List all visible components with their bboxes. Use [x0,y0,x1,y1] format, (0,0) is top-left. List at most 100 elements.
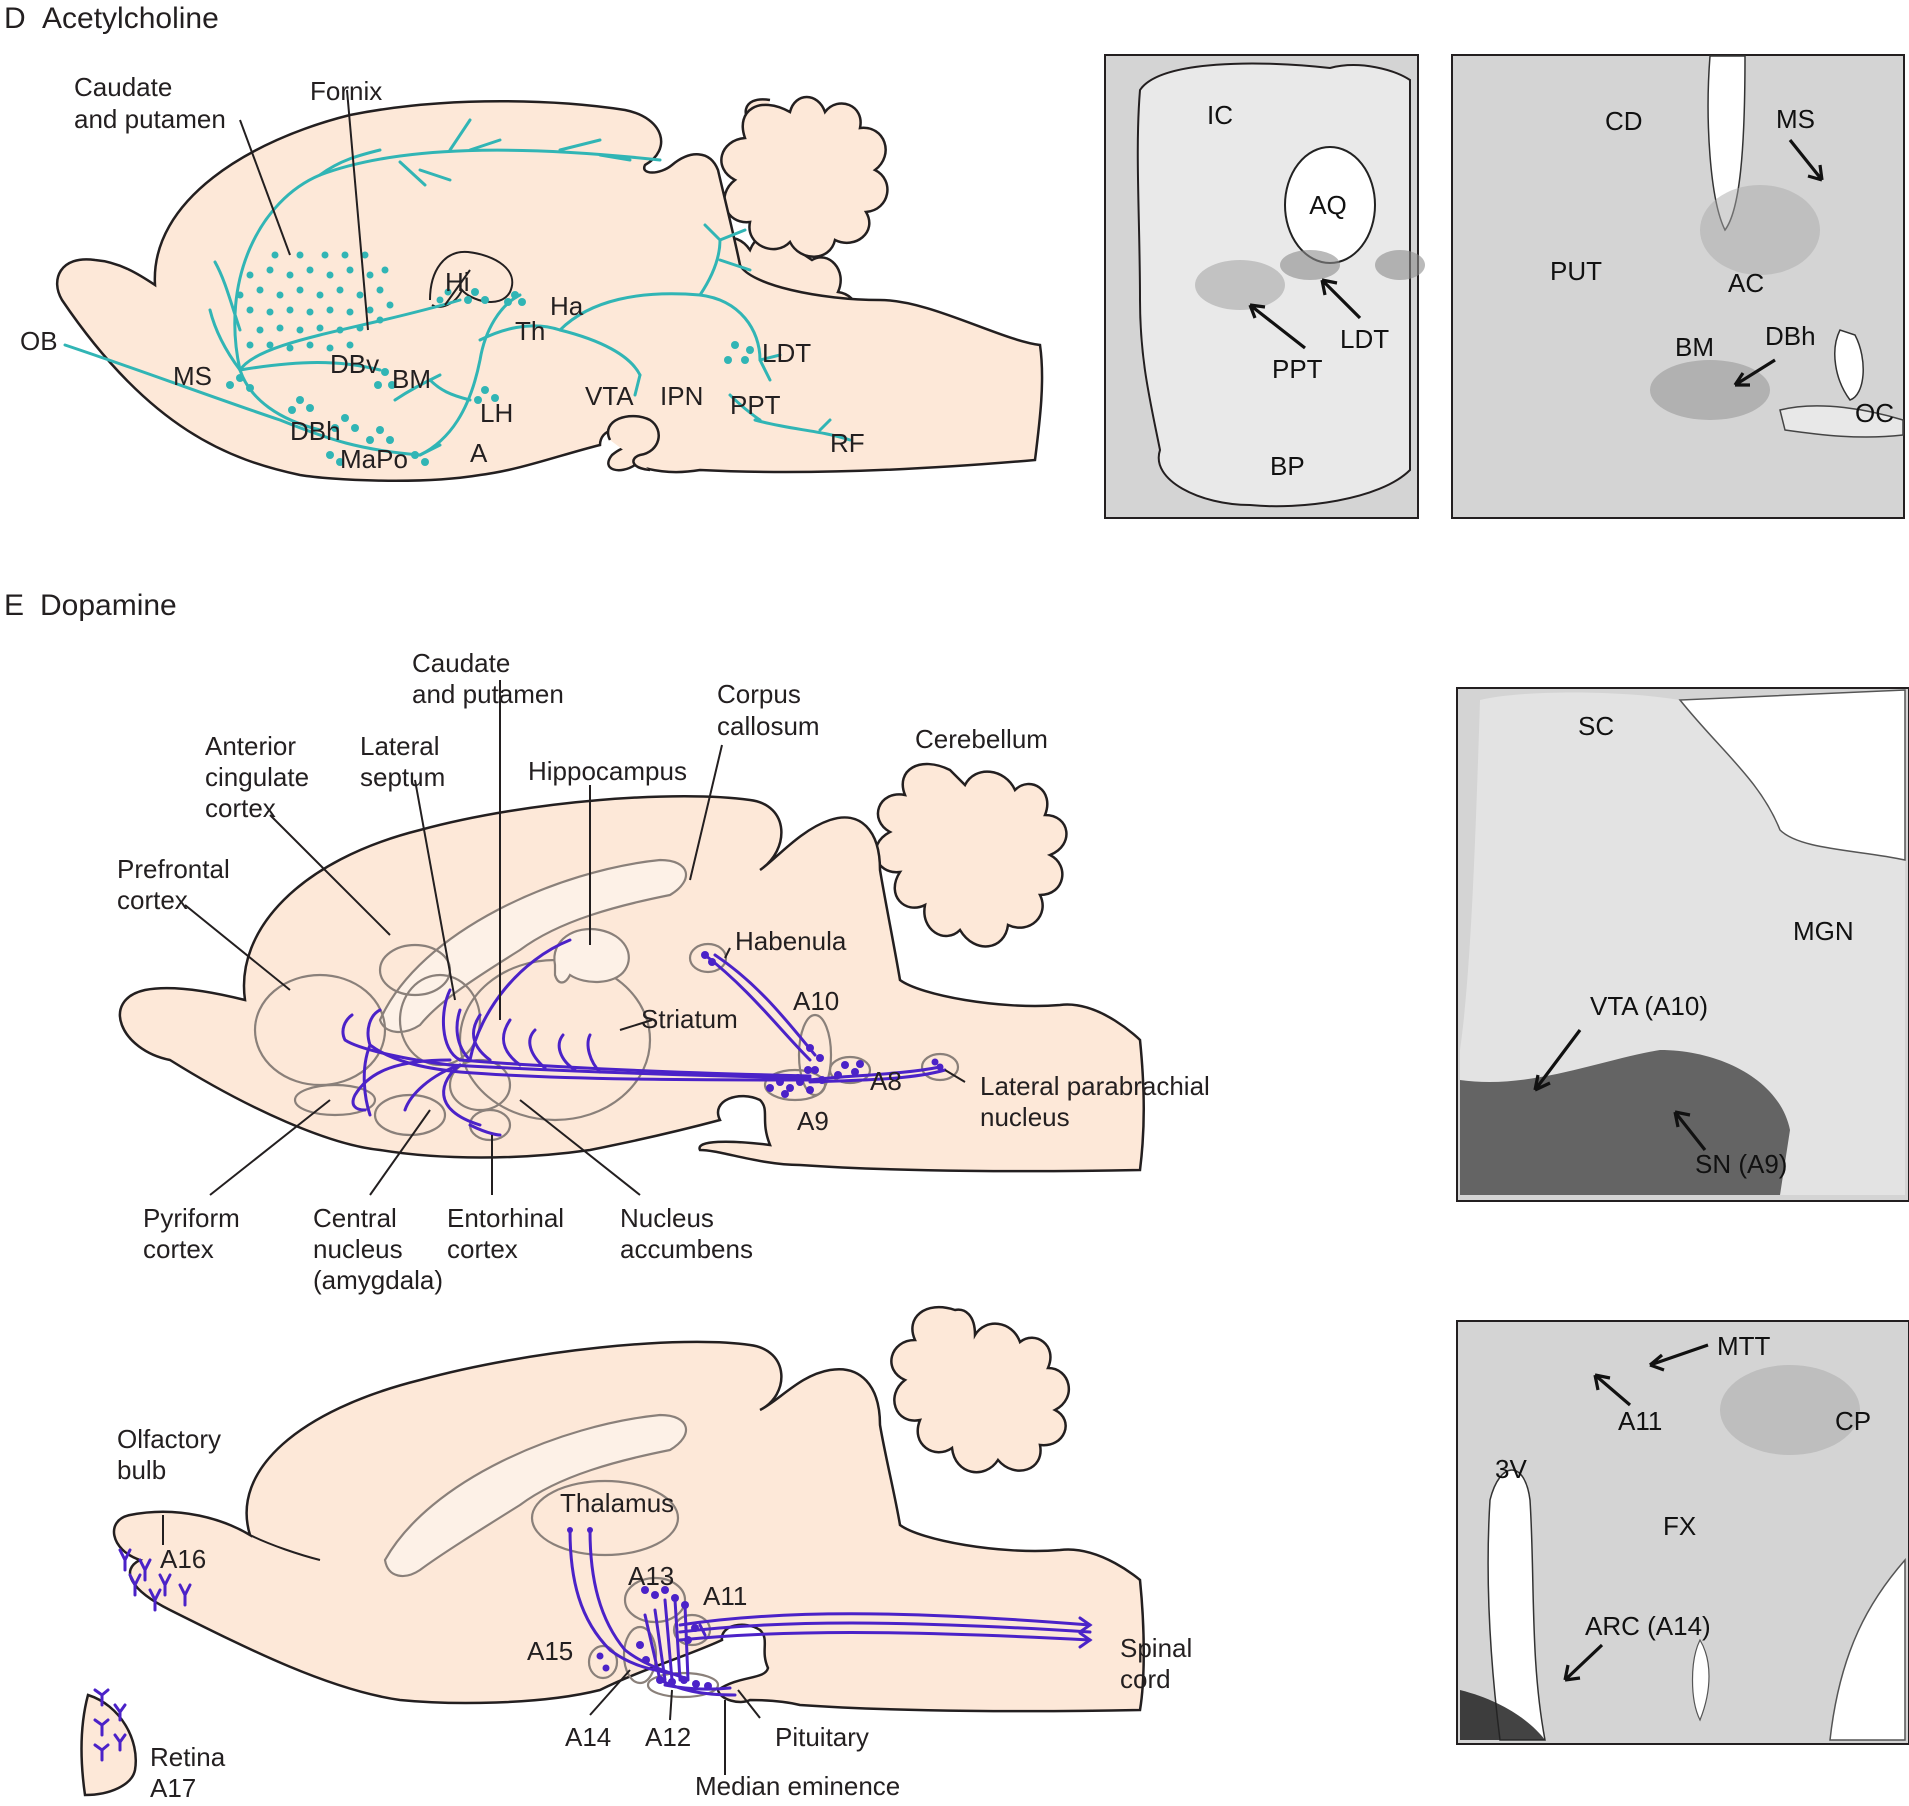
ach-ms1-label-ic: IC [1207,100,1233,130]
da-label-anterior-2: cingulate [205,762,309,792]
ach-ms1-label-ldt: LDT [1340,324,1389,354]
da-region-thalamus [530,1479,680,1557]
da-label-spinal-2: cord [1120,1664,1171,1694]
panel-e: E Dopamine [4,589,1909,1803]
ach-ms2-label-ac: AC [1728,268,1764,298]
panel-e-title: Dopamine [40,589,177,622]
da-label-corpus-2: callosum [717,711,820,741]
ach-micrograph-forebrain: CD MS PUT AC BM DBh OC [1451,54,1905,519]
ach-ms1-label-aq: AQ [1309,190,1347,220]
da-upper-pathways [341,938,947,1137]
ach-label-rf: RF [830,428,865,458]
da-label-a11: A11 [703,1581,747,1611]
da-region-accumbens [448,1058,512,1112]
da-region-parabrachial [920,1052,960,1082]
da-label-prefrontal-2: cortex [117,885,188,915]
da-label-entorhinal-1: Entorhinal [447,1203,564,1233]
da-label-prefrontal-1: Prefrontal [117,854,230,884]
da-lower-brain [80,1305,1145,1797]
da-terminal-a17 [93,1688,127,1762]
ach-label-bm: BM [392,364,431,394]
ach-brainstem-bump [606,414,660,472]
da-ms2-label-arc: ARC (A14) [1585,1611,1711,1641]
da-lower-labels: Olfactory bulb A16 Thalamus A13 A11 A15 … [117,1424,1192,1803]
ach-label-th: Th [515,316,545,346]
da-label-caudate-2: and putamen [412,679,564,709]
da-label-entorhinal-2: cortex [447,1234,518,1264]
ach-ms2-label-oc: OC [1855,398,1894,428]
da-terminal-a16 [118,1548,192,1612]
da-label-septum-1: Lateral [360,731,440,761]
da-region-a14 [622,1625,658,1685]
ach-label-dbh: DBh [290,416,341,446]
ach-label-ldt: LDT [762,338,811,368]
da-region-a15 [587,1644,619,1680]
ach-brain-outline [55,95,1044,483]
ach-ms2-label-cd: CD [1605,106,1643,136]
panel-d: D Acetylcholine [4,2,1905,519]
ach-ms2-label-ms: MS [1776,104,1815,134]
da-label-a10: A10 [793,986,839,1016]
da-label-accumbens-1: Nucleus [620,1203,714,1233]
ach-terminal-clusters [226,288,754,466]
da-lower-pathways [568,1528,1092,1697]
da-label-retina-1: Retina [150,1742,226,1772]
da-region-amygdala [373,1093,447,1137]
da-label-habenula: Habenula [735,926,847,956]
da-label-accumbens-2: accumbens [620,1234,753,1264]
ach-label-hi: Hi [445,267,470,297]
ach-label-caudate-2: and putamen [74,104,226,134]
da-ms2-label-fx: FX [1663,1511,1696,1541]
da-label-central-3: (amygdala) [313,1265,443,1295]
panel-d-title: Acetylcholine [42,2,219,35]
da-label-a16: A16 [160,1544,206,1574]
da-label-anterior-1: Anterior [205,731,296,761]
ach-label-caudate-1: Caudate [74,72,172,102]
da-label-septum-2: septum [360,762,445,792]
da-label-corpus-1: Corpus [717,679,801,709]
ach-label-ipn: IPN [660,381,703,411]
ach-ms2-label-bm: BM [1675,332,1714,362]
da-label-retina-2: A17 [150,1773,196,1803]
da-label-olfactory-1: Olfactory [117,1424,221,1454]
da-upper-cerebellum [874,762,1068,948]
ach-ms2-label-put: PUT [1550,256,1602,286]
da-label-central-2: nucleus [313,1234,403,1264]
ach-label-ob: OB [20,326,58,356]
da-ms1-label-vta: VTA (A10) [1590,991,1708,1021]
da-upper-leaders [184,680,966,1196]
da-micrograph-midbrain: SC MGN VTA (A10) SN (A9) [1456,687,1909,1202]
da-region-a8 [828,1055,872,1085]
ach-ms1-label-ppt: PPT [1272,354,1323,384]
da-ms1-label-mgn: MGN [1793,916,1854,946]
da-label-cerebellum: Cerebellum [915,724,1048,754]
da-label-pituitary: Pituitary [775,1722,869,1752]
ach-label-fornix: Fornix [310,76,382,106]
ach-striatal-dots [236,251,394,352]
da-label-a12: A12 [645,1722,691,1752]
ach-label-vta: VTA [585,381,634,411]
da-ms1-label-sc: SC [1578,711,1614,741]
da-micrograph-hypothalamus: MTT A11 CP 3V FX ARC (A14) [1456,1320,1909,1745]
ach-pathways [63,118,852,457]
da-upper-labels: Caudate and putamen Corpus callosum Cere… [117,648,1210,1295]
da-olfactory-divider [249,1534,321,1561]
da-spinal-terminals [1078,1616,1093,1649]
ach-micrograph-brainstem: IC AQ LDT PPT BP [1104,54,1425,519]
da-region-a13 [623,1576,687,1624]
da-label-olfactory-2: bulb [117,1455,166,1485]
da-ms1-label-sn: SN (A9) [1695,1149,1787,1179]
da-region-hippocampus [553,927,630,984]
da-lower-dots [567,1527,712,1690]
ach-label-dbv: DBv [330,349,379,379]
da-ms2-label-a11: A11 [1618,1406,1662,1436]
panel-e-letter: E [4,589,24,622]
da-ms2-label-cp: CP [1835,1406,1871,1436]
ach-hi-outline [429,250,514,308]
da-label-caudate-1: Caudate [412,648,510,678]
da-label-thalamus: Thalamus [560,1488,674,1518]
ach-brain-main [55,100,1044,483]
ach-ms2-label-dbh: DBh [1765,321,1816,351]
da-label-striatum: Striatum [641,1004,738,1034]
da-label-spinal-1: Spinal [1120,1633,1192,1663]
